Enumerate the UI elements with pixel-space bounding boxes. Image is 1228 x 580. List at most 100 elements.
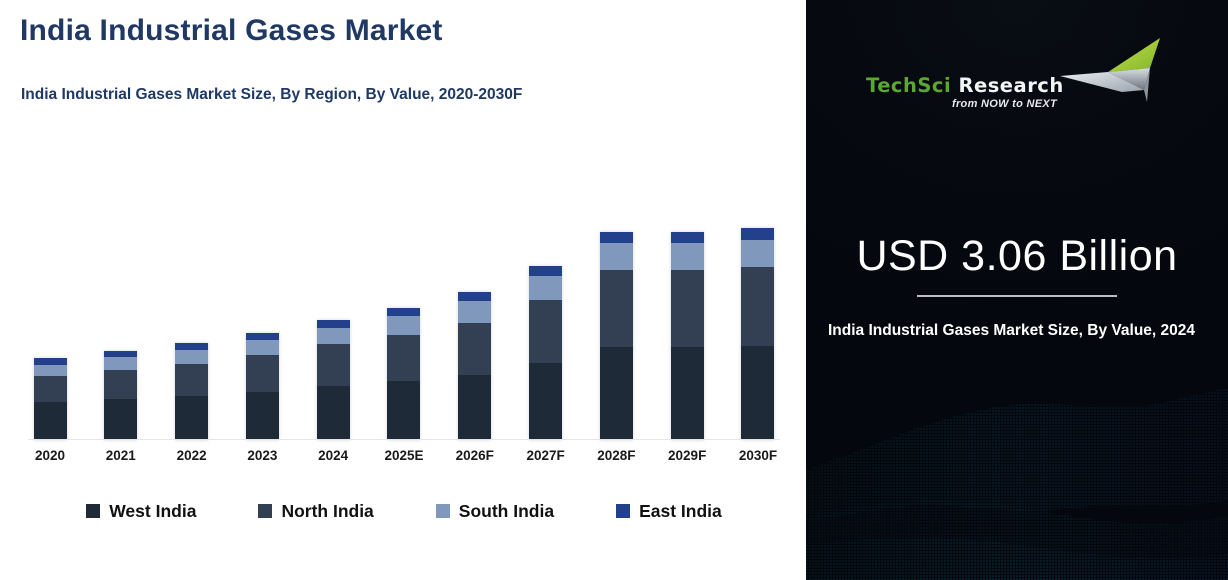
bar-segment <box>741 267 775 346</box>
legend-item-south-india[interactable]: South India <box>435 500 555 522</box>
stat-panel: TechSci Research from NOW to NEXT USD 3.… <box>806 0 1228 580</box>
bar-segment <box>245 332 279 341</box>
chart-panel: India Industrial Gases Market India Indu… <box>20 14 780 528</box>
bar-segment <box>599 269 633 348</box>
legend-label: South India <box>458 500 555 521</box>
chart-legend: West India North India South India East Ind… <box>28 494 780 528</box>
bar-segment <box>458 322 492 375</box>
bar-segment <box>316 319 350 328</box>
bar-segment <box>741 345 775 440</box>
techsci-research-logo: TechSci Research from NOW to NEXT <box>866 38 1166 116</box>
stacked-bar[interactable] <box>741 228 775 440</box>
x-axis-tick-label: 2029F <box>668 448 707 463</box>
bar-segment <box>104 398 138 440</box>
stacked-bar[interactable] <box>599 231 633 440</box>
bar-segment <box>33 365 67 376</box>
logo-tagline: from NOW to NEXT <box>952 98 1058 110</box>
bar-segment <box>175 363 209 396</box>
legend-label: West India <box>109 500 197 521</box>
bar-segment <box>104 350 138 358</box>
bar-segment <box>529 362 563 440</box>
bar-segment <box>670 347 704 440</box>
bar-segment <box>670 231 704 243</box>
bar-segment <box>104 357 138 370</box>
x-axis-tick-label: 2022 <box>176 448 207 463</box>
stacked-bar[interactable] <box>175 342 209 440</box>
bar-column <box>524 150 568 440</box>
bar-segment <box>529 299 563 363</box>
headline-caption: India Industrial Gases Market Size, By V… <box>828 322 1195 339</box>
bar-segment <box>245 354 279 392</box>
bar-segment <box>458 374 492 440</box>
x-axis-tick-label: 2023 <box>247 448 278 463</box>
x-axis-tick-label: 2020 <box>34 448 66 463</box>
stacked-bar[interactable] <box>458 292 492 440</box>
bar-column <box>382 150 426 440</box>
bar-column <box>665 150 709 440</box>
headline-value: USD 3.06 Billion <box>856 232 1178 280</box>
arrow-swoosh-icon <box>1052 32 1172 112</box>
legend-item-east-india[interactable]: East India <box>616 501 722 522</box>
bar-column <box>453 150 497 440</box>
bar-group <box>28 150 780 440</box>
bar-segment <box>387 334 421 382</box>
x-axis-line <box>28 439 780 440</box>
logo-tech-text: TechSci <box>866 74 952 97</box>
bar-segment <box>175 350 209 364</box>
bar-chart-plot-area <box>28 150 780 440</box>
bar-segment <box>670 242 704 270</box>
headline-divider <box>917 295 1117 297</box>
legend-item-north-india[interactable]: North India <box>258 500 374 522</box>
bar-segment <box>387 381 421 440</box>
bar-segment <box>599 347 633 440</box>
bar-segment <box>316 344 350 386</box>
bar-segment <box>316 327 350 345</box>
logo-research-text: Research <box>951 74 1064 97</box>
bar-segment <box>599 242 633 270</box>
x-axis-tick-label: 2024 <box>318 448 349 463</box>
bar-segment <box>458 292 492 302</box>
legend-swatch-icon <box>435 504 450 518</box>
bar-segment <box>387 307 421 317</box>
stacked-bar[interactable] <box>529 265 563 440</box>
bar-segment <box>529 275 563 300</box>
stacked-bar[interactable] <box>387 307 421 440</box>
legend-label: East India <box>639 500 722 521</box>
x-axis-tick-label: 2026F <box>455 448 494 463</box>
bar-column <box>594 150 638 440</box>
bar-segment <box>33 358 67 366</box>
legend-swatch-icon <box>86 504 101 518</box>
x-axis-tick-label: 2027F <box>526 448 565 463</box>
bar-column <box>311 150 355 440</box>
x-axis-tick-label: 2030F <box>738 448 778 463</box>
bar-segment <box>104 369 138 399</box>
legend-swatch-icon <box>616 504 631 518</box>
legend-swatch-icon <box>258 504 273 518</box>
bar-segment <box>245 391 279 440</box>
legend-item-west-india[interactable]: West India <box>86 501 196 522</box>
bar-column <box>736 150 780 440</box>
bar-column <box>240 150 284 440</box>
bar-column <box>28 150 72 440</box>
stacked-bar[interactable] <box>104 350 138 440</box>
bar-segment <box>33 402 67 440</box>
bar-segment <box>387 316 421 335</box>
bar-segment <box>670 269 704 348</box>
bar-segment <box>33 375 67 403</box>
bar-segment <box>245 340 279 355</box>
stacked-bar[interactable] <box>316 319 350 440</box>
bar-segment <box>741 228 775 240</box>
x-axis-tick-label: 2028F <box>597 448 636 463</box>
stacked-bar[interactable] <box>670 231 704 440</box>
stacked-bar[interactable] <box>245 332 279 440</box>
x-axis-labels: 2020 2021 2022 2023 2024 2025E 2026F 2027F 2028F… <box>28 448 780 470</box>
chart-subtitle: India Industrial Gases Market Size, By R… <box>21 86 523 103</box>
dotted-wave-mesh-icon <box>806 350 1228 580</box>
bar-segment <box>316 385 350 440</box>
bar-column <box>170 150 214 440</box>
legend-label: North India <box>281 500 374 521</box>
bar-segment <box>175 342 209 351</box>
x-axis-tick-label: 2021 <box>105 448 136 463</box>
stacked-bar[interactable] <box>33 358 67 440</box>
